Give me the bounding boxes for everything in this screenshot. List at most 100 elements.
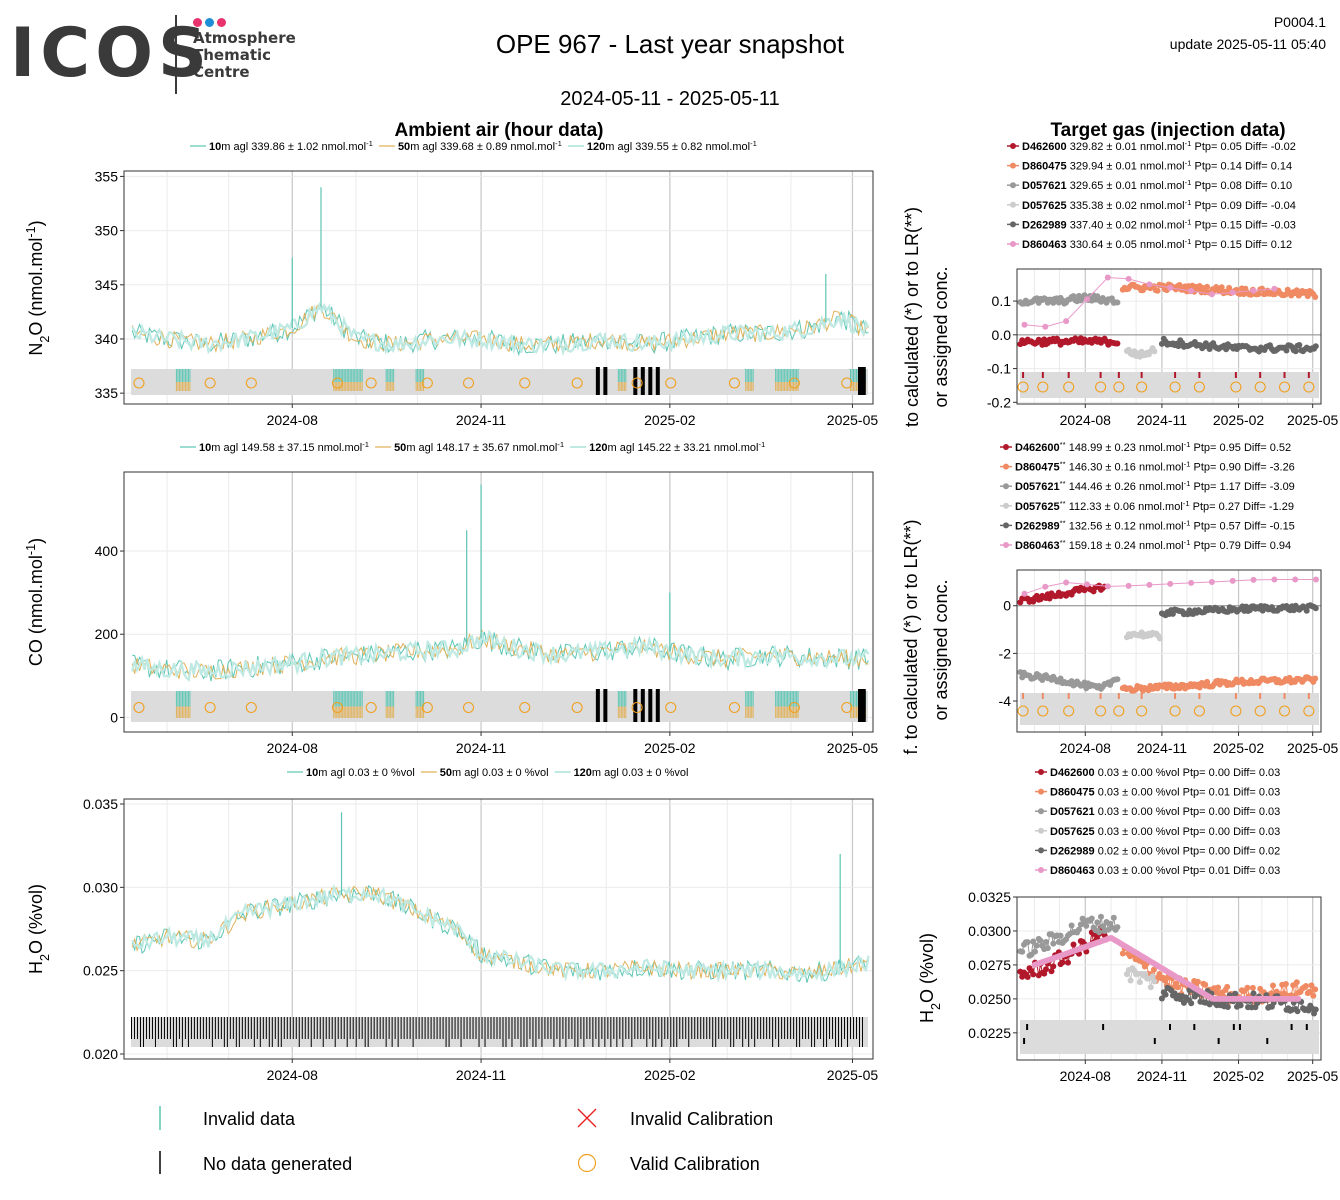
series-line-120m	[131, 629, 870, 683]
valid-calibration-marker	[841, 377, 853, 389]
target-point-D057621	[1032, 948, 1038, 955]
no-data-tick	[595, 689, 600, 722]
no-data-tick	[1266, 1038, 1269, 1044]
target-point-D262989	[1312, 1006, 1319, 1013]
legend-entry-10m: 10m agl 0.03 ± 0 %vol	[306, 767, 415, 779]
target-point-D860463	[1063, 318, 1070, 325]
target-point-D860463	[1250, 287, 1257, 294]
legend-swatch-point	[1003, 463, 1009, 470]
no-data-tick	[1232, 1024, 1235, 1030]
valid-calibration-marker	[519, 701, 531, 714]
y-tick-label: 0	[1003, 598, 1011, 614]
x-tick-label: 2025-05	[1287, 740, 1339, 756]
target-legend-entry-D462600: D462600 0.03 ± 0.00 %vol Ptp= 0.00 Diff=…	[1050, 767, 1280, 779]
legend-entry-50m: 50m agl 339.68 ± 0.89 nmol.mol-1	[398, 139, 562, 154]
target-point-D262989	[1158, 995, 1165, 1002]
valid-calibration-marker	[1136, 705, 1148, 717]
valid-calibration-marker	[331, 701, 344, 714]
target-panel-co: 0 -2 -4 2024-08 2024-11 2025-02 2025-05	[999, 444, 1339, 756]
target-point-D860475	[1312, 986, 1319, 993]
no-data-tick	[1169, 1024, 1171, 1030]
x-tick-label: 2024-08	[1060, 1068, 1112, 1084]
x-tick-label: 2024-11	[456, 740, 507, 756]
legend-swatch-point	[1038, 867, 1044, 873]
x-tick-label: 2024-08	[1060, 740, 1112, 756]
target-point-D057625	[1149, 973, 1156, 980]
valid-calibration-marker	[1063, 381, 1075, 393]
target-point-D860475	[1306, 988, 1313, 995]
y-tick-label: 0	[110, 709, 118, 725]
series-line-120m	[131, 883, 870, 984]
target-point-D860475	[1293, 979, 1300, 986]
y-tick-label: 0.1	[992, 293, 1012, 309]
panel-border	[1016, 569, 1322, 733]
valid-calibration-marker	[1303, 381, 1315, 393]
legend-swatch-point	[1010, 143, 1016, 149]
x-tick-label: 2025-02	[1213, 412, 1265, 428]
y-axis-label-n2o: N2O (nmol.mol-1)	[24, 220, 52, 355]
target-point-D057621	[1057, 932, 1064, 939]
target-point-D057621	[1068, 922, 1075, 929]
target-legend-entry-D057621: D057621 0.03 ± 0.00 %vol Ptp= 0.00 Diff=…	[1050, 806, 1280, 818]
page-title: OPE 967 - Last year snapshot	[495, 29, 845, 59]
valid-calibration-marker	[204, 377, 216, 389]
target-point-D860463	[1104, 274, 1111, 281]
target-point-D860475	[1204, 283, 1211, 290]
y-tick-label: 0.0275	[968, 957, 1011, 973]
valid-calibration-marker	[1113, 381, 1125, 393]
target-point-D057625	[1151, 978, 1158, 985]
no-data-tick	[1153, 1038, 1156, 1044]
target-legend-entry-D860463: D860463 0.03 ± 0.00 %vol Ptp= 0.01 Diff=…	[1050, 865, 1280, 877]
logo-subtitle-3: Centre	[193, 63, 250, 81]
target-point-D262989	[1162, 991, 1169, 998]
x-tick-label: 2025-02	[1213, 1068, 1265, 1084]
flag-band	[1020, 372, 1319, 398]
legend-swatch-point	[1010, 221, 1016, 228]
target-section-title: Target gas (injection data)	[1050, 120, 1285, 141]
target-point-D057621	[1083, 922, 1090, 929]
no-data-tick	[858, 689, 863, 722]
no-data-tick	[861, 367, 866, 395]
valid-calibration-marker	[1169, 705, 1181, 717]
target-point-D860463	[1084, 296, 1090, 303]
x-tick-label: 2025-05	[1287, 1068, 1339, 1084]
legend-entry-120m: 120m agl 145.22 ± 33.21 nmol.mol-1	[589, 440, 765, 455]
target-legend-entry-D262989: D262989** 132.56 ± 0.12 nmol.mol-1 Ptp= …	[1015, 518, 1295, 533]
y-axis-label-co: CO (nmol.mol-1)	[24, 538, 46, 666]
valid-calibration-marker	[365, 377, 377, 389]
valid-calibration-marker	[421, 377, 433, 389]
target-point-D057621	[1076, 926, 1082, 933]
target-legend-entry-D057621: D057621** 144.46 ± 0.26 nmol.mol-1 Ptp= …	[1015, 479, 1295, 494]
target-point-D860463	[1229, 289, 1236, 296]
target-point-D860463	[1188, 287, 1195, 294]
invalid-calibration-legend-label: Invalid Calibration	[630, 1109, 773, 1129]
no-data-tick	[1193, 1024, 1196, 1030]
legend-swatch-point	[1038, 788, 1044, 795]
no-data-tick	[1023, 1038, 1026, 1044]
x-tick-label: 2024-11	[1137, 740, 1188, 756]
target-point-D860463	[1021, 321, 1028, 328]
target-point-D860475	[1312, 675, 1319, 682]
target-point-D860463	[1271, 576, 1278, 583]
legend-swatch-point	[1038, 769, 1044, 775]
target-point-D057621	[1099, 923, 1106, 930]
no-data-tick	[655, 689, 660, 722]
x-tick-label: 2024-11	[1137, 412, 1188, 428]
target-point-D057621	[1030, 938, 1037, 945]
flag-band	[131, 691, 868, 722]
valid-calibration-marker	[1193, 381, 1205, 393]
target-point-D262989	[1283, 347, 1290, 354]
target-legend-entry-D462600: D462600 329.82 ± 0.01 nmol.mol-1 Ptp= 0.…	[1022, 139, 1296, 154]
target-point-D860463	[1313, 576, 1319, 583]
target-point-D462600	[1024, 974, 1031, 980]
valid-calibration-marker	[1095, 381, 1107, 393]
target-point-D462600	[1043, 966, 1049, 973]
target-point-D057621	[1037, 937, 1044, 944]
valid-calibration-marker	[841, 701, 853, 714]
valid-calibration-marker	[133, 377, 145, 389]
legend-swatch-point	[1003, 522, 1009, 529]
target-point-D860475	[1244, 984, 1251, 991]
no-data-tick	[655, 367, 660, 395]
valid-calibration-marker	[462, 701, 475, 714]
